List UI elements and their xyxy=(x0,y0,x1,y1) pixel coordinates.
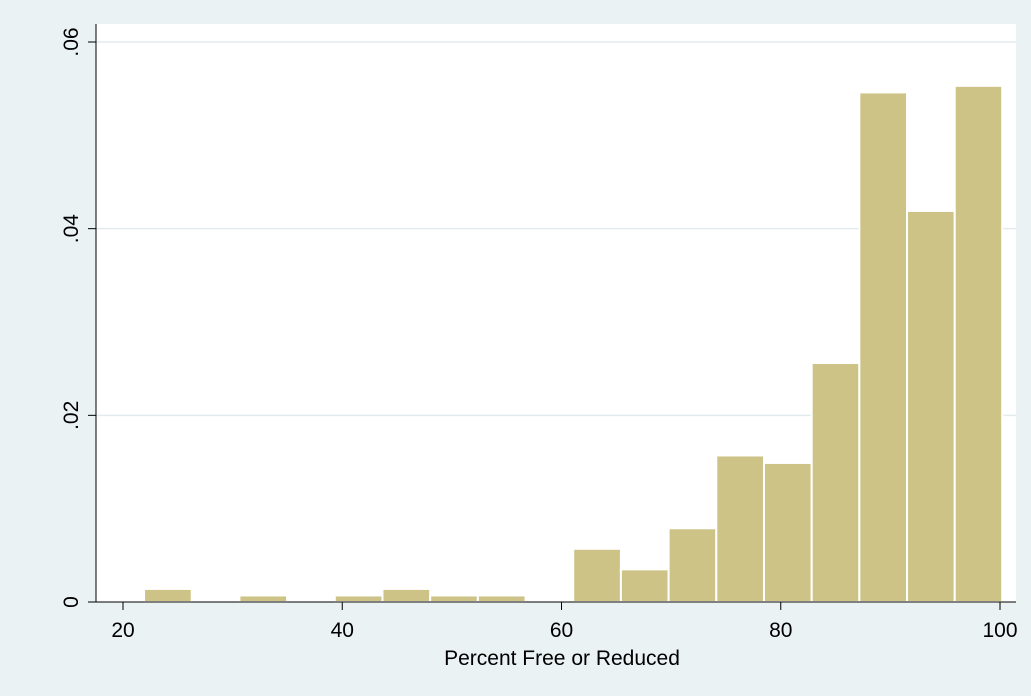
histogram-bar xyxy=(667,527,718,603)
histogram-bar xyxy=(858,91,909,604)
histogram-bar xyxy=(429,594,479,604)
y-axis-ticks: 0 .02 .04 .06 xyxy=(60,27,96,608)
histogram-bar xyxy=(572,547,622,603)
y-tick-label: .02 xyxy=(60,401,83,430)
histogram-bar xyxy=(906,209,956,604)
histogram-bar xyxy=(619,568,670,603)
x-axis-title: Percent Free or Reduced xyxy=(444,647,680,670)
x-tick-label: 100 xyxy=(982,619,1017,642)
histogram-bar xyxy=(810,362,861,604)
histogram-bar xyxy=(381,587,432,604)
x-axis-ticks: 20 40 60 80 100 xyxy=(111,602,1018,642)
x-tick-label: 80 xyxy=(769,619,792,642)
x-tick-label: 20 xyxy=(111,619,134,642)
histogram-bar xyxy=(143,587,193,604)
x-tick-label: 40 xyxy=(331,619,354,642)
histogram-bar xyxy=(953,84,1004,604)
histogram-bar xyxy=(238,594,289,604)
bars xyxy=(143,84,1004,604)
x-tick-label: 60 xyxy=(550,619,573,642)
y-tick-label: .04 xyxy=(60,214,83,244)
y-tick-label: 0 xyxy=(60,596,83,608)
histogram-bar xyxy=(715,454,765,604)
histogram-bar xyxy=(333,594,384,604)
histogram-bar xyxy=(476,594,527,604)
histogram-bar xyxy=(762,461,813,603)
y-tick-label: .06 xyxy=(60,27,83,56)
